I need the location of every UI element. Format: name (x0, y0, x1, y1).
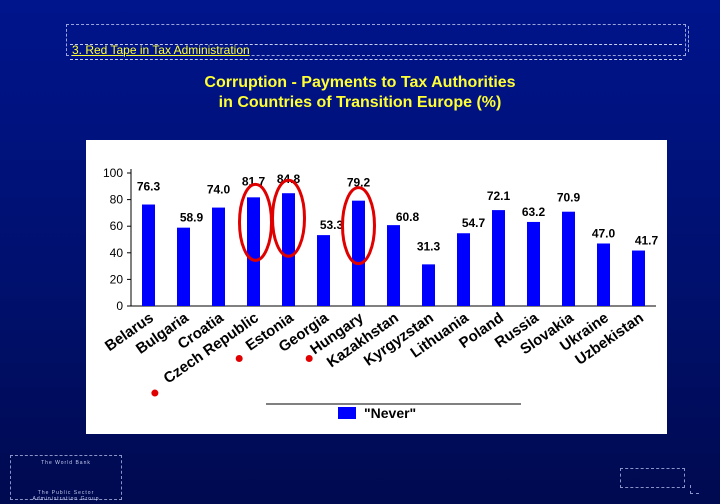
data-label-6: 79.2 (347, 176, 371, 190)
bar-11 (527, 221, 540, 306)
y-tick-label: 0 (116, 299, 123, 313)
header-frame-edge (688, 26, 690, 52)
legend-swatch (338, 407, 356, 419)
data-label-8: 31.3 (417, 239, 441, 253)
data-label-0: 76.3 (137, 180, 161, 194)
header-bar (70, 44, 682, 60)
slide-title-line-1: Corruption - Payments to Tax Authorities (204, 74, 516, 91)
bar-1 (177, 227, 190, 306)
bar-5 (317, 235, 330, 306)
data-label-1: 58.9 (180, 211, 204, 225)
y-tick-label: 40 (110, 246, 124, 260)
data-label-11: 63.2 (522, 205, 546, 219)
bar-3 (247, 197, 260, 306)
slide-title: Corruption - Payments to Tax Authorities… (120, 73, 600, 113)
marker-dot-0 (151, 389, 159, 397)
data-label-2: 74.0 (207, 183, 231, 197)
bar-7 (387, 225, 400, 306)
world-bank-logo: The World Bank The Public Sector Adminis… (10, 455, 122, 502)
y-tick-label: 20 (110, 272, 124, 286)
bar-2 (212, 207, 225, 306)
logo-group-text-1: The Public Sector (37, 490, 95, 496)
bar-9 (457, 233, 470, 306)
bar-8 (422, 264, 435, 306)
bar-chart: 02040608010076.3Belarus58.9Bulgaria74.0C… (102, 166, 659, 421)
highlight-circle-1 (271, 178, 306, 258)
data-label-9: 54.7 (462, 216, 486, 230)
highlight-circle-2 (341, 186, 376, 266)
data-label-10: 72.1 (487, 189, 511, 203)
data-label-7: 60.8 (396, 210, 420, 224)
logo-org-text: The World Bank (41, 460, 91, 466)
marker-dot-1 (235, 355, 243, 363)
bar-14 (632, 250, 645, 306)
bar-4 (282, 193, 295, 306)
bar-0 (142, 204, 155, 306)
y-tick-label: 100 (103, 166, 123, 180)
bar-6 (352, 200, 365, 306)
nav-box[interactable] (620, 468, 685, 488)
logo-group-text-2: Administration Group (32, 496, 100, 502)
y-tick-label: 80 (110, 193, 124, 207)
data-label-5: 53.3 (320, 218, 344, 232)
header-frame (66, 24, 686, 56)
bar-13 (597, 243, 610, 306)
marker-dot-2 (305, 355, 313, 363)
bar-12 (562, 211, 575, 306)
data-label-13: 47.0 (592, 226, 616, 240)
nav-corner-mark (690, 485, 699, 494)
data-label-14: 41.7 (635, 234, 659, 248)
legend-label: "Never" (364, 405, 416, 421)
data-label-12: 70.9 (557, 191, 581, 205)
slide-title-line-2: in Countries of Transition Europe (%) (218, 94, 502, 111)
bar-10 (492, 210, 505, 306)
y-tick-label: 60 (110, 219, 124, 233)
section-title: 3. Red Tape in Tax Administration (72, 43, 250, 57)
